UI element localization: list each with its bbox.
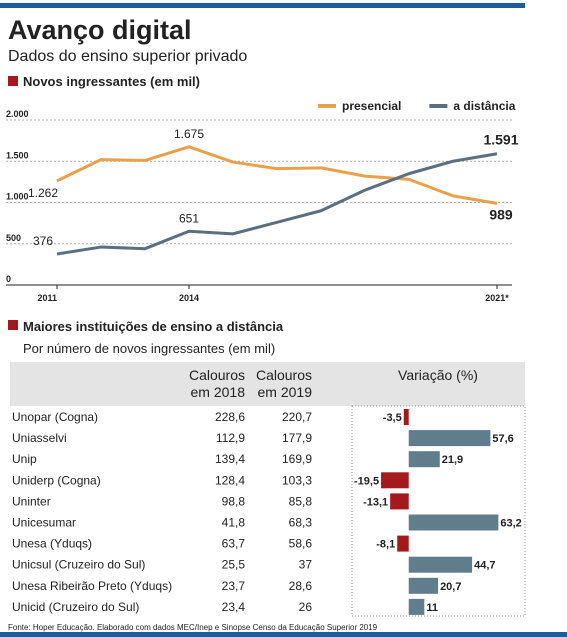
cell-name: Uniderp (Cogna): [12, 473, 101, 487]
legend-label: presencial: [342, 99, 401, 113]
y-tick-label: 2.000: [6, 109, 29, 119]
x-tick-label: 2011: [37, 293, 57, 303]
section-marker: [8, 320, 18, 330]
cell-number: 169,9: [282, 452, 312, 466]
data-label: 44,7: [474, 560, 495, 572]
data-label: 1.675: [174, 127, 204, 141]
bar: [381, 472, 409, 489]
cell-number: 23,7: [222, 579, 246, 593]
x-tick-label: 2021*: [485, 293, 509, 303]
data-label: -13,1: [363, 496, 388, 508]
cell-number: 128,4: [215, 473, 245, 487]
cell-number: 98,8: [222, 494, 246, 508]
cell-number: 25,5: [222, 558, 246, 572]
section-marker: [8, 76, 18, 86]
cell-number: 68,3: [289, 516, 313, 530]
data-label: 651: [179, 211, 199, 225]
y-tick-label: 0: [6, 274, 11, 284]
data-label: 1.591: [483, 132, 518, 148]
data-label: -8,1: [376, 539, 395, 551]
bar: [408, 556, 473, 573]
x-tick-label: 2014: [179, 293, 199, 303]
y-tick-label: 500: [6, 233, 21, 243]
bar: [408, 451, 440, 468]
cell-number: 23,4: [222, 600, 246, 614]
source: Fonte: Hoper Educação. Elaborado com dad…: [8, 623, 378, 632]
data-label: 20,7: [440, 581, 461, 593]
bar: [408, 598, 425, 615]
column-header: Variação (%): [398, 367, 478, 383]
bar-frame: [351, 405, 526, 617]
cell-number: 177,9: [282, 431, 312, 445]
cell-number: 228,6: [215, 410, 245, 424]
bar: [390, 493, 409, 510]
data-label: -3,5: [383, 412, 402, 424]
cell-number: 112,9: [216, 431, 245, 445]
data-label: 21,9: [442, 454, 463, 466]
data-label: 11: [426, 602, 438, 614]
bar: [408, 430, 491, 447]
cell-name: Unip: [12, 452, 37, 466]
title: Avanço digital: [8, 15, 192, 45]
y-tick-label: 1.500: [6, 150, 29, 160]
y-tick-label: 1.000: [6, 192, 29, 202]
line-series: [56, 152, 498, 256]
column-header: Calouros: [189, 367, 245, 383]
data-label: -19,5: [354, 475, 379, 487]
bar: [408, 577, 439, 594]
data-label: 57,6: [492, 433, 513, 445]
cell-name: Uninter: [12, 494, 51, 508]
cell-number: 26: [299, 600, 313, 614]
cell-number: 85,8: [289, 494, 313, 508]
cell-number: 28,6: [289, 579, 313, 593]
table-subtitle: Por número de novos ingressantes (em mil…: [23, 341, 275, 356]
cell-number: 103,3: [282, 473, 312, 487]
column-header: Calouros: [256, 367, 312, 383]
data-label: 63,2: [500, 518, 521, 530]
cell-name: Uniasselvi: [12, 431, 67, 445]
column-header: em 2019: [258, 384, 313, 400]
legend-label: a distância: [453, 99, 515, 113]
subtitle: Dados do ensino superior privado: [8, 48, 247, 65]
data-label: 376: [33, 234, 53, 248]
cell-name: Unesa (Yduqs): [12, 537, 92, 551]
chart-title: Novos ingressantes (em mil): [23, 74, 200, 89]
data-label: 989: [489, 206, 513, 222]
bar: [397, 535, 409, 552]
cell-number: 37: [299, 558, 313, 572]
table-title: Maiores instituições de ensino a distânc…: [23, 319, 284, 334]
cell-number: 139,4: [215, 452, 245, 466]
cell-number: 41,8: [222, 516, 246, 530]
cell-name: Unicesumar: [12, 516, 76, 530]
data-label: 1.262: [28, 186, 58, 200]
cell-number: 58,6: [289, 537, 313, 551]
cell-name: Unopar (Cogna): [12, 410, 98, 424]
cell-number: 220,7: [282, 410, 312, 424]
bar: [408, 514, 499, 531]
cell-name: Unesa Ribeirão Preto (Yduqs): [12, 579, 172, 593]
line-series: [56, 145, 498, 205]
top-bar: [0, 3, 525, 8]
table-header-bg: [10, 362, 525, 406]
bar: [403, 409, 409, 425]
cell-name: Unicsul (Cruzeiro do Sul): [12, 558, 145, 572]
bottom-bar: [0, 632, 567, 637]
cell-number: 63,7: [222, 537, 246, 551]
column-header: em 2018: [191, 384, 246, 400]
cell-name: Unicid (Cruzeiro do Sul): [12, 600, 139, 614]
